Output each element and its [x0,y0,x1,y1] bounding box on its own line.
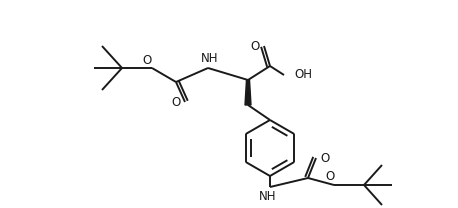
Text: OH: OH [294,68,312,82]
Polygon shape [245,80,251,105]
Text: O: O [321,151,330,165]
Text: NH: NH [259,189,277,203]
Text: O: O [251,40,260,52]
Text: O: O [171,95,180,109]
Text: O: O [142,53,152,67]
Text: NH: NH [201,52,219,66]
Text: O: O [325,170,335,182]
